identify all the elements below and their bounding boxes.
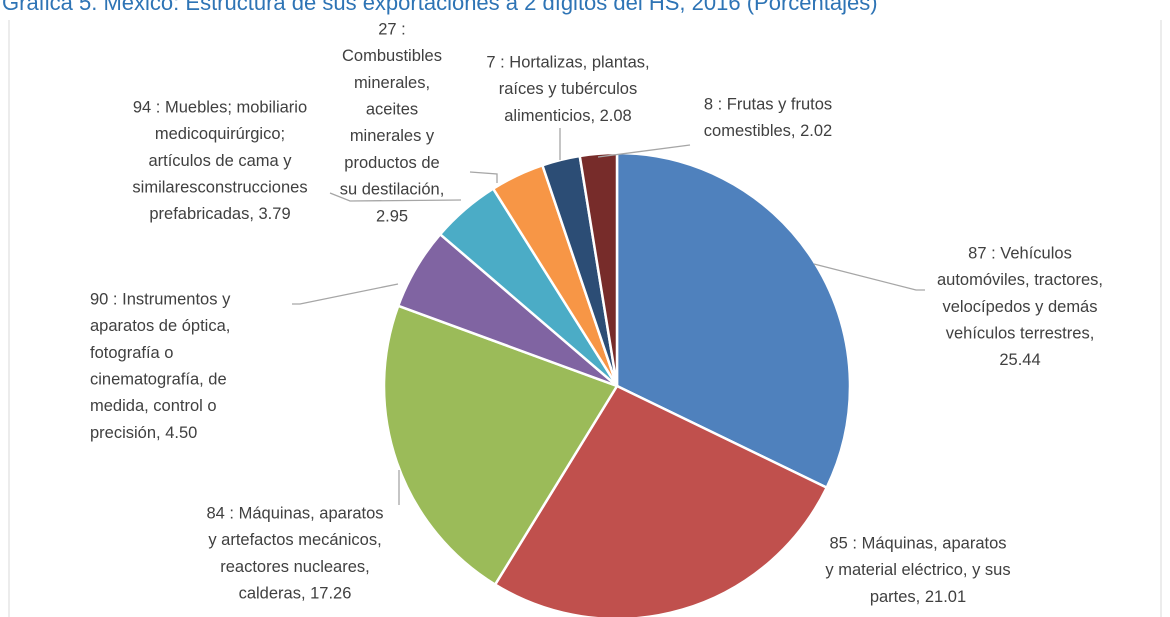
data-label: fotografía o: [90, 344, 173, 362]
data-label: minerales y: [350, 127, 435, 145]
data-label: minerales,: [354, 74, 430, 92]
data-label: prefabricadas, 3.79: [149, 205, 290, 223]
data-label: y artefactos mecánicos,: [208, 531, 381, 549]
data-label: 84 : Máquinas, aparatos: [206, 504, 383, 522]
data-label: 27 :: [378, 20, 406, 38]
pie-slice: [493, 384, 829, 617]
data-label: precisión, 4.50: [90, 424, 197, 442]
chart-title: Gráfica 5. México: Estructura de sus exp…: [2, 0, 878, 15]
data-label: velocípedos y demás: [942, 298, 1097, 316]
data-label: raíces y tubérculos: [499, 80, 637, 98]
data-label: 7 : Hortalizas, plantas,: [486, 53, 649, 71]
data-label: automóviles, tractores,: [937, 271, 1103, 289]
data-label: 2.95: [376, 207, 408, 225]
data-label: cinematografía, de: [90, 370, 227, 388]
data-label: 90 : Instrumentos y: [90, 290, 231, 308]
data-label: reactores nucleares,: [220, 558, 370, 576]
pie-slice: [382, 304, 619, 587]
data-label: productos de: [344, 154, 439, 172]
pie-slice: [615, 151, 852, 490]
leader-line: [597, 144, 691, 158]
data-label: calderas, 17.26: [239, 584, 352, 602]
leader-line: [813, 263, 925, 291]
data-label: vehículos terrestres,: [946, 324, 1095, 342]
leader-line: [329, 192, 462, 202]
data-label: medida, control o: [90, 397, 217, 415]
data-label: 8 : Frutas y frutos: [704, 95, 832, 113]
data-label: partes, 21.01: [870, 588, 966, 606]
data-label: Combustibles: [342, 47, 442, 65]
data-label: 87 : Vehículos: [968, 244, 1072, 262]
data-label: 25.44: [999, 351, 1040, 369]
leader-line: [292, 283, 399, 305]
data-label: alimenticios, 2.08: [504, 107, 631, 125]
data-label: 94 : Muebles; mobiliario: [133, 98, 307, 116]
leader-line: [469, 171, 498, 183]
data-label: aceites: [366, 100, 418, 118]
data-label: comestibles, 2.02: [704, 122, 832, 140]
data-label: y material eléctrico, y sus: [825, 561, 1010, 579]
data-label: aparatos de óptica,: [90, 317, 230, 335]
pie-slice: [578, 151, 619, 387]
data-label: 85 : Máquinas, aparatos: [829, 534, 1006, 552]
data-label: medicoquirúrgico;: [155, 125, 285, 143]
data-label: su destilación,: [340, 181, 445, 199]
data-label: similaresconstrucciones: [132, 178, 307, 196]
data-label: artículos de cama y: [148, 152, 292, 170]
